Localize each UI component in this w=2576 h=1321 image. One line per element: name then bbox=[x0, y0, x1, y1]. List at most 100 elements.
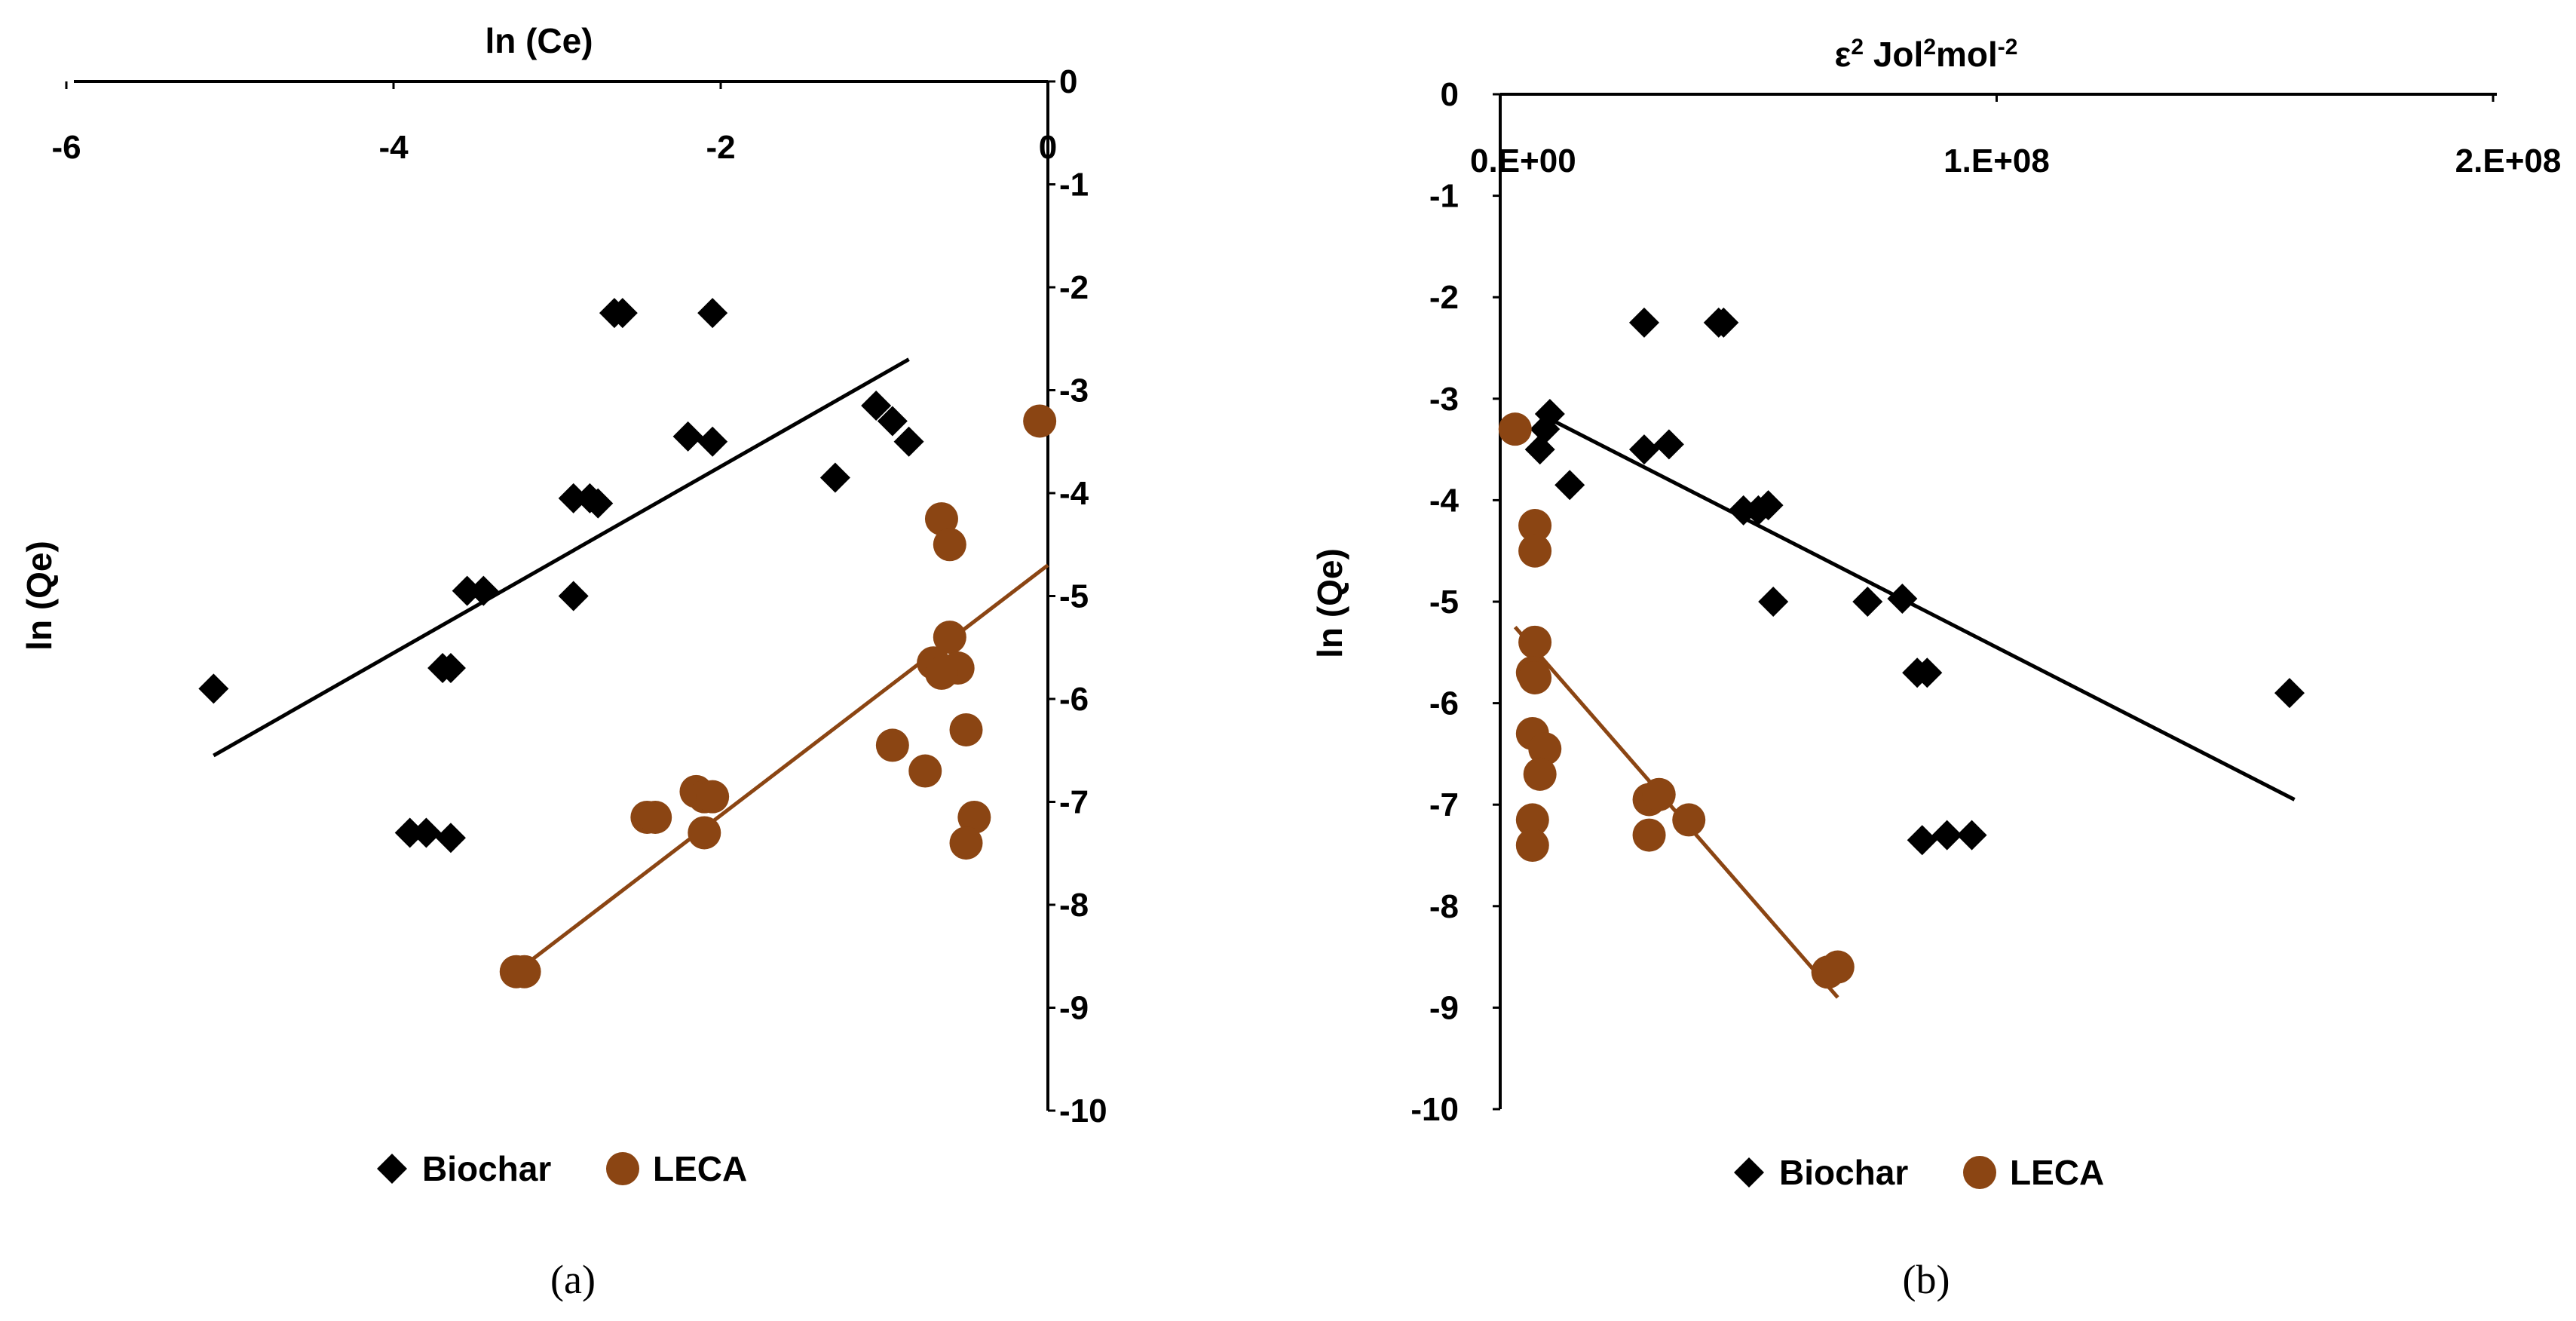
data-point-biochar bbox=[1758, 587, 1789, 617]
y-tick-label: 0 bbox=[1059, 63, 1077, 100]
data-point-leca bbox=[933, 621, 966, 654]
data-point-biochar bbox=[819, 462, 850, 493]
y-axis-title: ln (Qe) bbox=[20, 541, 59, 651]
data-point-leca bbox=[933, 528, 966, 562]
y-tick-label: -4 bbox=[1429, 482, 1460, 519]
data-point-biochar bbox=[452, 575, 482, 606]
data-point-leca bbox=[1515, 803, 1549, 837]
legend-label-leca: LECA bbox=[2010, 1153, 2104, 1192]
x-axis-title: ε2 Jol2mol-2 bbox=[1835, 35, 2018, 75]
data-point-biochar bbox=[1653, 429, 1684, 460]
data-point-biochar bbox=[1852, 587, 1883, 617]
data-point-biochar bbox=[1554, 470, 1585, 501]
x-axis-title-part: Jol bbox=[1864, 35, 1923, 74]
data-point-leca bbox=[1518, 534, 1552, 568]
x-tick-label: -4 bbox=[378, 129, 409, 166]
y-tick-label: -10 bbox=[1411, 1091, 1459, 1128]
data-point-biochar bbox=[558, 483, 589, 513]
y-tick-label: -10 bbox=[1059, 1093, 1107, 1129]
data-point-leca bbox=[1515, 829, 1549, 863]
data-point-leca bbox=[1632, 818, 1666, 852]
y-tick-label: -9 bbox=[1059, 990, 1089, 1027]
data-point-biochar bbox=[468, 575, 499, 606]
data-point-leca bbox=[1023, 404, 1057, 438]
data-point-leca bbox=[507, 955, 541, 988]
data-point-biochar bbox=[1534, 398, 1565, 429]
x-axis-title-part: ε bbox=[1835, 35, 1852, 74]
data-point-biochar bbox=[583, 488, 614, 519]
legend-label-biochar: Biochar bbox=[1779, 1153, 1908, 1192]
data-point-biochar bbox=[394, 817, 425, 848]
trendline-leca bbox=[515, 563, 1049, 973]
data-point-biochar bbox=[558, 581, 589, 611]
data-point-biochar bbox=[1628, 434, 1659, 465]
data-point-leca bbox=[1518, 660, 1552, 694]
x-axis-title: ln (Ce) bbox=[485, 21, 593, 60]
data-point-biochar bbox=[1956, 820, 1987, 851]
data-point-leca bbox=[924, 656, 958, 690]
legend-marker-leca bbox=[1963, 1156, 1996, 1189]
data-point-leca bbox=[688, 816, 721, 850]
data-point-biochar bbox=[1887, 583, 1918, 614]
x-tick-label: -2 bbox=[706, 129, 735, 166]
y-tick-label: -4 bbox=[1059, 475, 1089, 512]
data-point-leca bbox=[949, 713, 983, 746]
y-tick-label: -3 bbox=[1059, 372, 1089, 409]
trendline-biochar bbox=[1539, 412, 2296, 801]
data-point-leca bbox=[1518, 625, 1552, 659]
x-tick-label: 0.E+00 bbox=[1470, 143, 1576, 179]
y-tick-label: -2 bbox=[1429, 279, 1459, 316]
data-point-biochar bbox=[198, 673, 229, 704]
panel-caption: (a) bbox=[550, 1257, 596, 1302]
data-point-biochar bbox=[1753, 490, 1784, 521]
data-point-leca bbox=[949, 826, 983, 860]
x-axis-title-superscript: 2 bbox=[1923, 35, 1936, 60]
data-point-biochar bbox=[435, 823, 466, 854]
data-point-leca bbox=[1523, 757, 1557, 791]
data-point-biochar bbox=[1708, 307, 1739, 338]
data-point-biochar bbox=[435, 653, 466, 684]
legend-marker-biochar bbox=[377, 1154, 407, 1184]
data-point-biochar bbox=[1912, 657, 1943, 688]
x-tick-label: 2.E+08 bbox=[2455, 143, 2562, 179]
x-tick-label: -6 bbox=[51, 129, 81, 166]
data-point-leca bbox=[957, 800, 991, 834]
trendline-biochar bbox=[213, 357, 910, 758]
y-tick-label: -5 bbox=[1429, 584, 1459, 621]
y-tick-label: -3 bbox=[1429, 381, 1459, 418]
data-point-biochar bbox=[877, 406, 908, 437]
data-point-biochar bbox=[2274, 678, 2305, 709]
data-point-biochar bbox=[861, 390, 892, 421]
y-tick-label: -5 bbox=[1059, 578, 1089, 615]
data-point-biochar bbox=[672, 421, 703, 452]
y-tick-label: -8 bbox=[1059, 887, 1089, 924]
data-point-leca bbox=[1518, 509, 1552, 543]
data-point-biochar bbox=[697, 298, 728, 329]
y-tick-label: 0 bbox=[1441, 76, 1459, 113]
data-point-leca bbox=[1642, 777, 1676, 811]
data-point-biochar bbox=[697, 426, 728, 457]
y-tick-label: -7 bbox=[1059, 784, 1089, 821]
data-point-biochar bbox=[1931, 820, 1962, 851]
legend-marker-biochar bbox=[1734, 1157, 1764, 1188]
x-axis-title-superscript: 2 bbox=[1851, 35, 1864, 60]
y-tick-label: -1 bbox=[1429, 178, 1459, 215]
y-tick-label: -9 bbox=[1429, 989, 1459, 1026]
data-point-biochar bbox=[1628, 307, 1659, 338]
data-point-leca bbox=[639, 800, 672, 834]
legend-marker-leca bbox=[606, 1152, 639, 1185]
y-tick-label: -8 bbox=[1429, 888, 1459, 925]
data-point-leca bbox=[908, 754, 942, 788]
y-tick-label: -6 bbox=[1429, 685, 1459, 722]
y-axis-title: ln (Qe) bbox=[1310, 548, 1349, 658]
x-tick-label: 1.E+08 bbox=[1943, 143, 2050, 179]
data-point-biochar bbox=[1530, 414, 1561, 445]
y-tick-label: -2 bbox=[1059, 269, 1089, 306]
y-tick-label: -1 bbox=[1059, 167, 1089, 204]
panel-b: 0.E+00 1.E+08 2.E+08 0 -1 -2 -3 -4 -5 -6 -7 -8 -9 -10… bbox=[1310, 35, 2561, 1303]
x-axis-title-superscript: -2 bbox=[1998, 35, 2018, 60]
legend: Biochar LECA bbox=[377, 1149, 747, 1188]
data-point-biochar bbox=[1907, 825, 1937, 856]
data-point-biochar bbox=[893, 426, 924, 457]
